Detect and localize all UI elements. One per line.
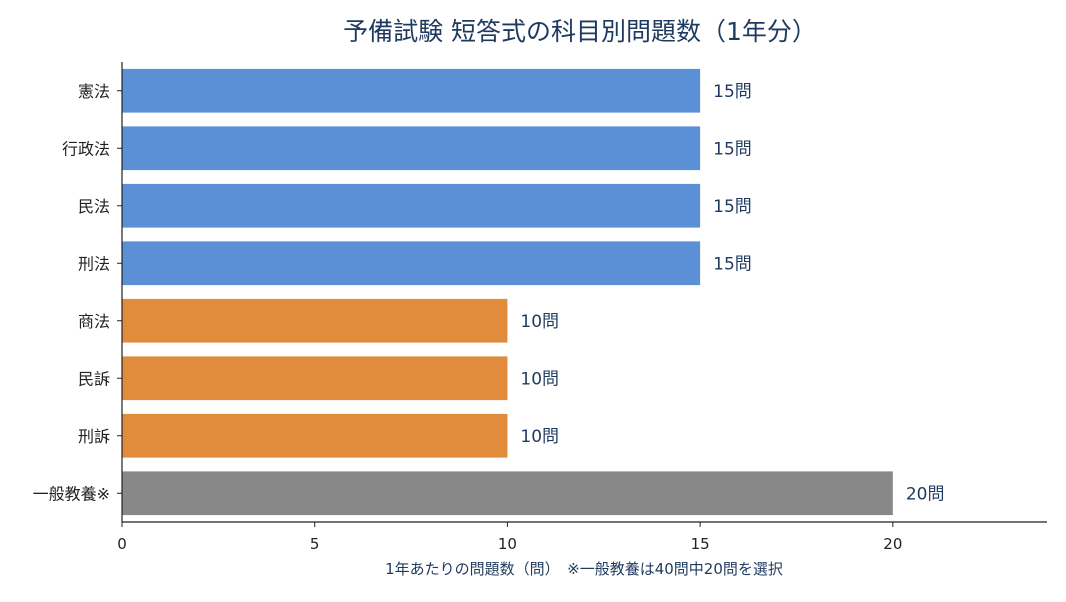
category-label: 行政法	[62, 139, 110, 158]
category-label: 民法	[78, 197, 110, 216]
category-label: 刑法	[78, 254, 110, 273]
bar	[122, 471, 893, 516]
x-tick-label: 5	[310, 535, 320, 553]
data-label: 15問	[713, 254, 752, 274]
data-label: 10問	[520, 427, 559, 447]
bar	[122, 413, 508, 458]
data-label: 20問	[906, 484, 945, 504]
category-label: 刑訴	[78, 427, 110, 446]
bar	[122, 298, 508, 343]
chart-title: 予備試験 短答式の科目別問題数（1年分）	[343, 17, 817, 46]
bars-layer: 15問 15問 15問 15問 10問 10問 10問 20問	[122, 68, 945, 516]
data-label: 10問	[520, 369, 559, 389]
data-label: 15問	[713, 139, 752, 159]
category-label: 憲法	[78, 82, 110, 101]
bar	[122, 241, 701, 286]
data-label: 15問	[713, 197, 752, 217]
bar	[122, 356, 508, 401]
x-tick-label: 0	[117, 535, 127, 553]
bar	[122, 126, 701, 171]
data-label: 10問	[520, 312, 559, 332]
category-label: 民訴	[78, 369, 110, 388]
x-tick-label: 20	[883, 535, 902, 553]
data-label: 15問	[713, 82, 752, 102]
category-label: 一般教養※	[33, 484, 110, 503]
x-tick-label: 15	[691, 535, 710, 553]
bar	[122, 183, 701, 228]
x-axis-label: 1年あたりの問題数（問） ※一般教養は40問中20問を選択	[385, 560, 783, 578]
category-label: 商法	[78, 312, 110, 331]
x-tick-label: 10	[498, 535, 517, 553]
bar	[122, 68, 701, 113]
